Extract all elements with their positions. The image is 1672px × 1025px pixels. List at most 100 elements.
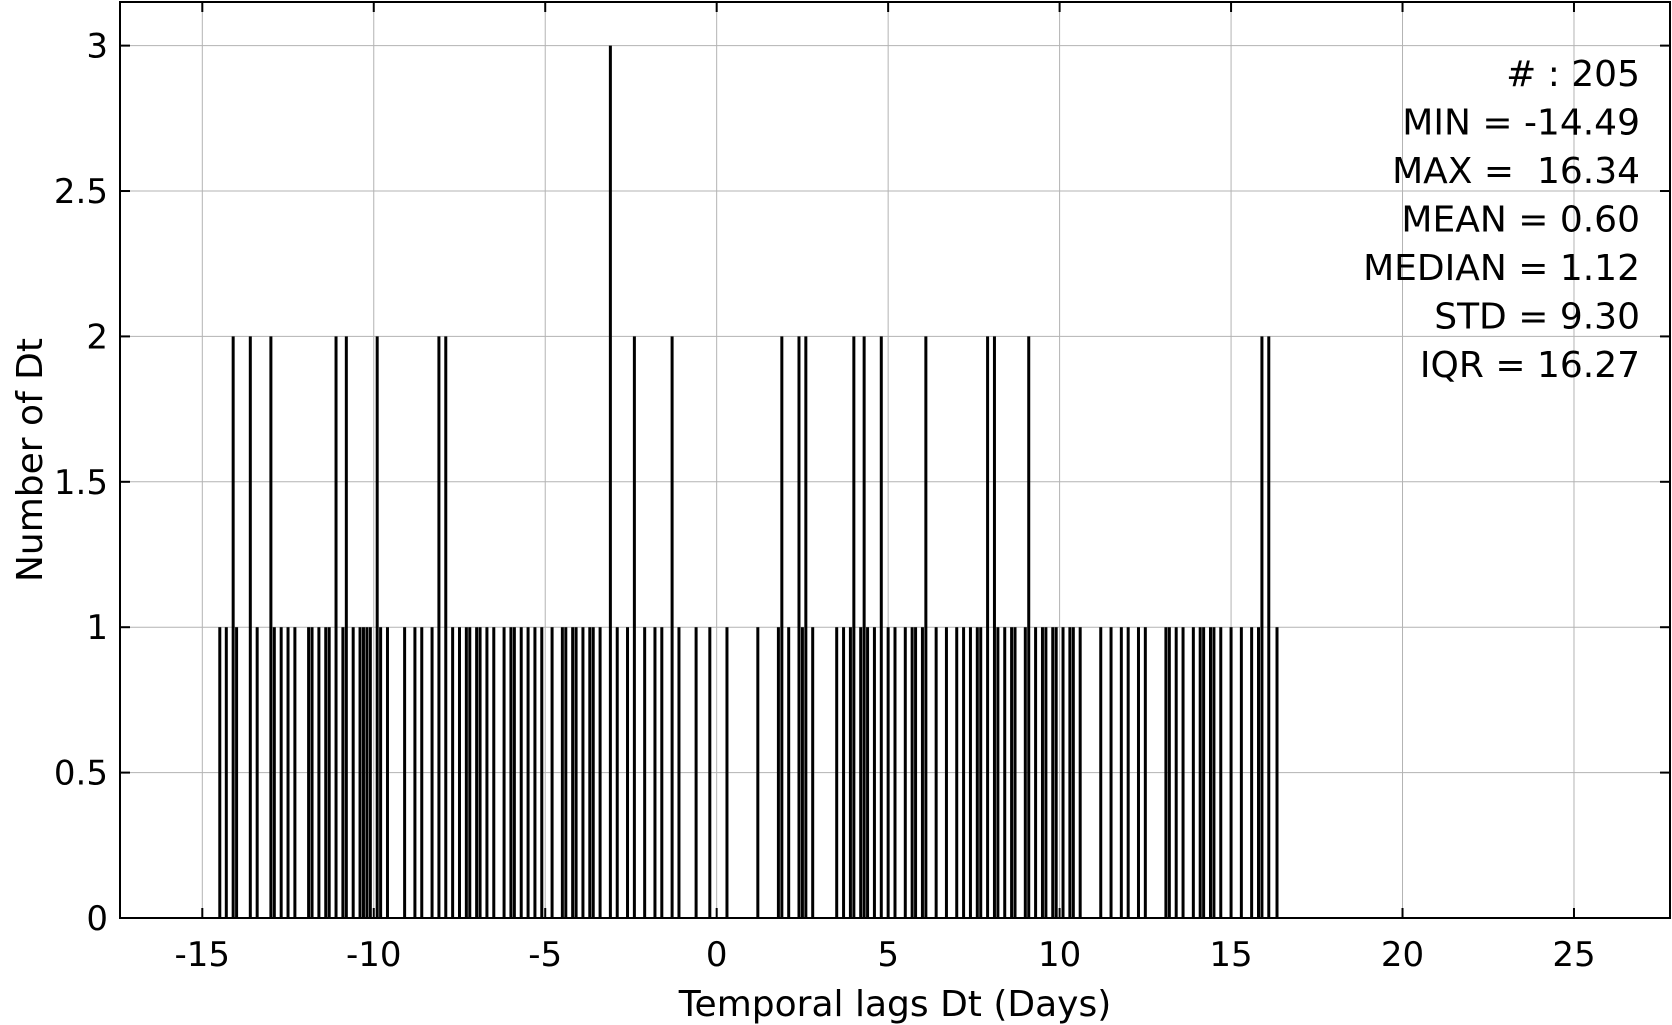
histogram-bar (1034, 627, 1038, 918)
histogram-bar (835, 627, 839, 918)
histogram-bar (694, 627, 698, 918)
x-tick-label: 15 (1209, 935, 1252, 975)
histogram-bar (944, 627, 948, 918)
histogram-bar (361, 627, 365, 918)
histogram-bar (1191, 627, 1195, 918)
histogram-bar (224, 627, 228, 918)
histogram-bar (269, 336, 273, 918)
histogram-bar (804, 336, 808, 918)
x-tick-label: -5 (528, 935, 562, 975)
axis-ticks: -15 -10 -5 0 5 10 15 20 25 0 0.5 1 1.5 2 2.5 3 (54, 2, 1670, 975)
histogram-bar (1239, 627, 1243, 918)
histogram-bar (1212, 627, 1216, 918)
histogram-bar (341, 627, 345, 918)
histogram-bar (272, 627, 276, 918)
y-tick-label: 2 (86, 317, 108, 357)
histogram-bar (776, 627, 780, 918)
histogram-bar (286, 627, 290, 918)
histogram-bar (811, 627, 815, 918)
histogram-bar (1198, 627, 1202, 918)
histogram-bar (1078, 627, 1082, 918)
histogram-bar (1260, 336, 1264, 918)
histogram-bar (1181, 627, 1185, 918)
histogram-bar (1229, 627, 1233, 918)
histogram-bar (317, 627, 321, 918)
histogram-bar (677, 627, 681, 918)
histogram-bar (526, 627, 530, 918)
y-tick-label: 1 (86, 608, 108, 648)
histogram-bar (509, 627, 513, 918)
histogram-bar (368, 627, 372, 918)
histogram-bar (235, 627, 239, 918)
histogram-bar (955, 627, 959, 918)
histogram-bar (464, 627, 468, 918)
histogram-bar (574, 627, 578, 918)
histogram-bar (903, 627, 907, 918)
histogram-bar (1013, 627, 1017, 918)
histogram-bar (962, 627, 966, 918)
histogram-bar (358, 627, 362, 918)
y-tick-label: 0 (86, 899, 108, 939)
x-tick-label: 20 (1381, 935, 1424, 975)
x-tick-label: 25 (1552, 935, 1595, 975)
histogram-bar (626, 627, 630, 918)
plot-frame (119, 1, 1671, 919)
histogram-bar (1136, 627, 1140, 918)
x-tick-label: -15 (175, 935, 231, 975)
histogram-bar (248, 336, 252, 918)
histogram-bar (1219, 627, 1223, 918)
histogram-bar (1202, 627, 1206, 918)
histogram-bar (293, 627, 297, 918)
bars (218, 45, 1279, 919)
histogram-bar (608, 45, 612, 919)
histogram-bar (588, 627, 592, 918)
histogram-bar (375, 336, 379, 918)
histogram-bar (615, 627, 619, 918)
histogram-bar (310, 627, 314, 918)
histogram-bar (1068, 627, 1072, 918)
histogram-bar (1119, 627, 1123, 918)
histogram-bar (780, 336, 784, 918)
histogram-bar (413, 627, 417, 918)
histogram-bar (1143, 627, 1147, 918)
histogram-bar (852, 336, 856, 918)
histogram-bar (920, 627, 924, 918)
histogram-bar (485, 627, 489, 918)
histogram-bar (914, 627, 918, 918)
histogram-bar (385, 627, 389, 918)
histogram-bar (992, 336, 996, 918)
histogram-bar (1023, 627, 1027, 918)
histogram-bar (632, 336, 636, 918)
histogram-bar (478, 627, 482, 918)
histogram-bar (862, 336, 866, 918)
stat-line: STD = 9.30 (1434, 297, 1640, 338)
histogram-bar (866, 627, 870, 918)
y-tick-label: 2.5 (54, 172, 108, 212)
histogram-bar (365, 627, 369, 918)
histogram-bar (533, 627, 537, 918)
stat-line: IQR = 16.27 (1420, 345, 1640, 386)
stat-line: MIN = -14.49 (1402, 103, 1640, 144)
stat-line: MEAN = 0.60 (1401, 200, 1640, 241)
histogram-bar (1054, 627, 1058, 918)
histogram-bar (430, 627, 434, 918)
histogram-bar (893, 627, 897, 918)
y-tick-label: 1.5 (54, 463, 108, 503)
histogram-bar (1010, 627, 1014, 918)
histogram-bar (848, 627, 852, 918)
histogram-bar (708, 627, 712, 918)
histogram-bar (437, 336, 441, 918)
histogram-bar (444, 336, 448, 918)
histogram-bar (307, 627, 311, 918)
histogram-bar (1250, 627, 1254, 918)
histogram-bar (581, 627, 585, 918)
histogram-bar (351, 627, 355, 918)
stat-line: MAX = 16.34 (1392, 151, 1640, 192)
histogram-bar (468, 627, 472, 918)
histogram-bar (571, 627, 575, 918)
histogram-bar (1174, 627, 1178, 918)
histogram-bar (1164, 627, 1168, 918)
histogram-bar (1256, 627, 1260, 918)
histogram-bar (403, 627, 407, 918)
